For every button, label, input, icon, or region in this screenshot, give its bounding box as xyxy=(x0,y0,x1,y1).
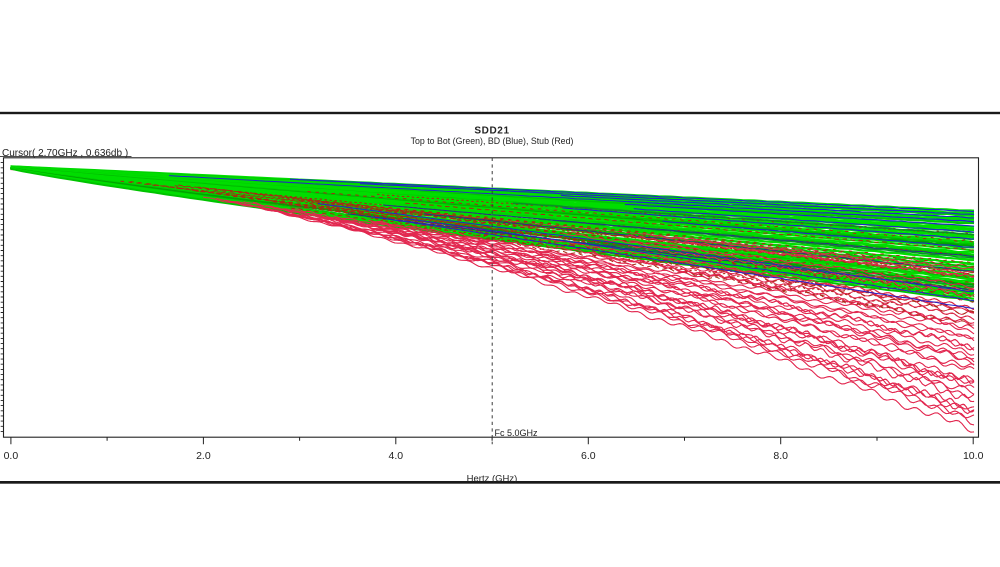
svg-text:10.0: 10.0 xyxy=(963,450,984,462)
svg-text:Cursor( 2.70GHz , 0.636db ): Cursor( 2.70GHz , 0.636db ) xyxy=(2,148,128,159)
svg-text:4.0: 4.0 xyxy=(388,450,403,462)
svg-text:2.0: 2.0 xyxy=(196,450,211,462)
svg-text:Top to Bot (Green), BD (Blue),: Top to Bot (Green), BD (Blue), Stub (Red… xyxy=(411,136,574,146)
svg-text:0.0: 0.0 xyxy=(4,450,19,462)
svg-text:6.0: 6.0 xyxy=(581,450,596,462)
svg-text:Hertz (GHz): Hertz (GHz) xyxy=(467,474,518,485)
svg-text:Fc 5.0GHz: Fc 5.0GHz xyxy=(495,428,539,438)
svg-text:SDD21: SDD21 xyxy=(474,126,509,137)
svg-text:8.0: 8.0 xyxy=(773,450,788,462)
